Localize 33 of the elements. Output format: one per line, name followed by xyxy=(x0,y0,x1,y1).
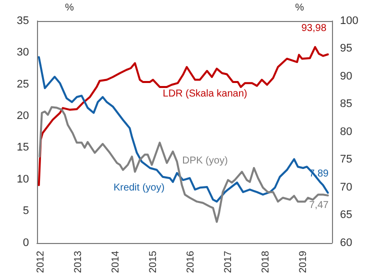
x-tick-label: 2012 xyxy=(35,250,46,274)
x-tick-label: 2013 xyxy=(72,250,84,274)
y-tick-label: 30 xyxy=(16,46,29,59)
y-axis-title: % xyxy=(65,2,74,14)
y2-tick-label: 95 xyxy=(340,42,352,55)
y-tick-label: 20 xyxy=(16,110,29,122)
y2-tick-label: 100 xyxy=(340,15,358,27)
y2-tick-label: 65 xyxy=(340,209,352,222)
x-tick-label: 2016 xyxy=(185,250,196,274)
series-label: Kredit (yoy) xyxy=(113,182,165,194)
x-tick-label: 2019 xyxy=(298,250,309,274)
series-label: DPK (yoy) xyxy=(182,156,228,166)
x-tick-label: 2018 xyxy=(260,250,272,274)
y2-tick-label: 85 xyxy=(340,98,352,110)
data-label: 93,98 xyxy=(301,22,327,34)
x-tick-label: 2017 xyxy=(222,250,234,274)
y2-tick-label: 70 xyxy=(340,181,352,194)
y-tick-label: 5 xyxy=(22,205,29,218)
y-tick-label: 35 xyxy=(16,15,29,27)
y-tick-label: 25 xyxy=(16,78,29,90)
y-tick-label: 15 xyxy=(16,142,29,154)
y2-axis-title: % xyxy=(295,2,304,14)
x-tick-label: 2015 xyxy=(148,250,159,274)
line-series xyxy=(38,56,329,203)
y-tick-label: 10 xyxy=(16,173,29,186)
x-tick-label: 2014 xyxy=(110,250,122,274)
series-label: LDR (Skala kanan) xyxy=(162,88,248,100)
y2-tick-label: 90 xyxy=(340,70,352,82)
y2-tick-label: 75 xyxy=(340,154,352,166)
y2-tick-label: 60 xyxy=(340,236,352,249)
y2-tick-label: 80 xyxy=(340,126,352,138)
y-tick-label: 0 xyxy=(22,236,29,249)
data-label: 7,47 xyxy=(309,200,330,211)
